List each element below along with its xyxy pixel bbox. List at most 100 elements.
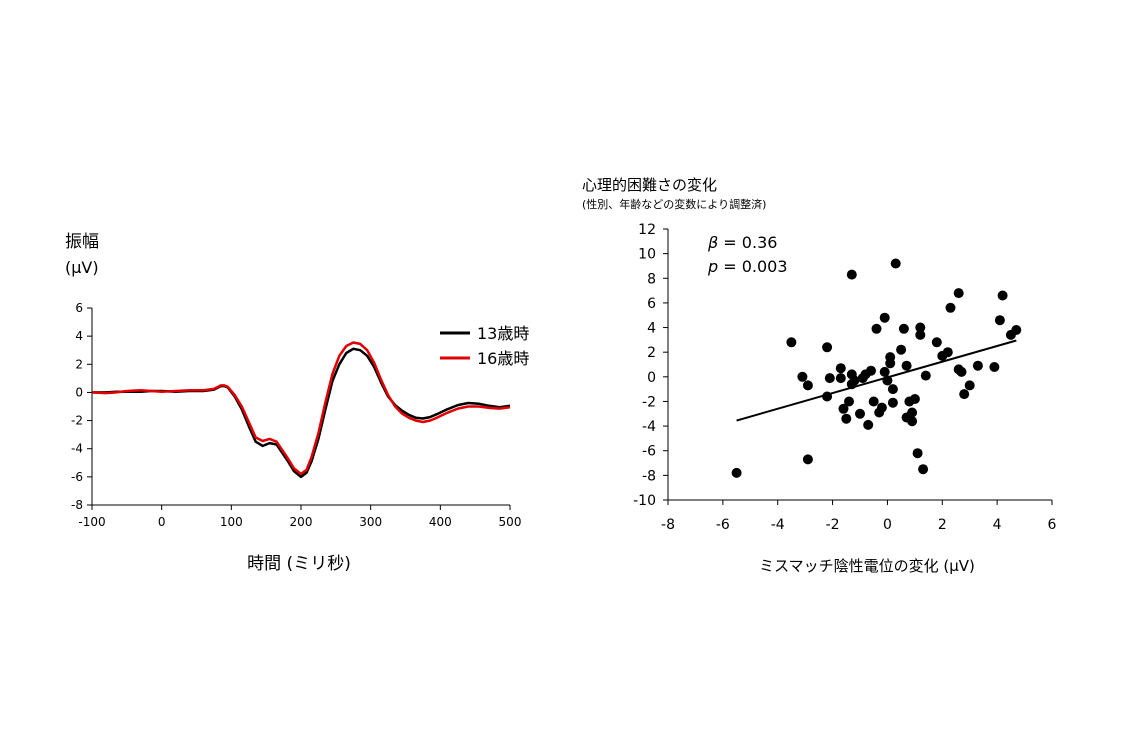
left-y-tick-label: 4 [75,329,83,343]
right-y-tick-label: 12 [638,222,656,238]
right-x-tick-label: -6 [716,517,730,533]
scatter-point [887,397,898,408]
scatter-point [945,302,956,313]
right-x-tick-label: 6 [1048,517,1057,533]
left-series-group [91,341,511,479]
left-x-tick-label: 0 [158,515,166,529]
right-x-tick-label: 2 [938,517,947,533]
scatter-point [835,373,846,384]
left-x-tick-label: 300 [359,515,382,529]
scatter-point [918,464,929,475]
scatter-point [972,360,983,371]
legend-label: 16歳時 [477,349,529,368]
scatter-point [841,413,852,424]
scatter-point [942,347,953,358]
scatter-point [912,448,923,459]
scatter-point [849,375,860,386]
scatter-point [846,269,857,280]
scatter-point [959,389,970,400]
scatter-point [989,362,1000,372]
regression-line [736,339,1017,422]
scatter-point [997,290,1008,301]
scatter-point [882,375,893,386]
right-xlabel: ミスマッチ陰性電位の変化 (μV) [759,557,975,575]
left-y-tick-label: 2 [75,357,83,371]
scatter-point [890,258,901,269]
scatter-point [915,322,926,333]
scatter-point [920,370,931,381]
scatter-point [907,407,918,418]
scatter-point [868,396,879,407]
right-title: 心理的困難さの変化 [582,176,717,194]
left-y-tick-label: -8 [71,498,83,512]
annotation-p: p = 0.003 [707,257,788,276]
left-x-tick-label: 500 [499,515,522,529]
left-x-tick-label: 200 [290,515,313,529]
scatter-point [885,358,896,369]
left-legend: 13歳時 16歳時 [440,324,529,368]
scatter-point [822,342,833,353]
right-subtitle: (性別、年齢などの変数により調整済) [582,197,766,211]
scatter-point [953,364,964,375]
right-y-tick-label: -2 [642,394,656,410]
right-y-tick-label: 8 [647,271,656,287]
scatter-point [802,380,813,391]
right-y-tick-label: -8 [642,468,656,484]
p-value: = 0.003 [718,257,787,276]
scatter-points [731,258,1022,478]
beta-symbol: β [707,233,718,252]
scatter-point [994,315,1005,326]
left-y-tick-label: -6 [71,470,83,484]
right-axes: -10 -8 -6 -4 -2 0 2 4 6 8 10 12 -8 -6 -4 -2 0 2 4 6 [633,222,1056,533]
annotation-beta: β = 0.36 [707,233,777,252]
scatter-chart: 心理的困難さの変化 (性別、年齢などの変数により調整済) -10 -8 -6 -4 -2… [582,176,1057,575]
right-x-tick-label: -8 [661,517,675,533]
scatter-point [879,366,890,377]
left-y-tick-label: -2 [71,414,83,428]
left-axes: -8 -6 -4 -2 0 2 4 6 -100 0 100 200 300 400 500 [71,301,521,529]
legend-label: 13歳時 [477,324,529,343]
scatter-point [786,337,797,348]
left-y-tick-label: 6 [75,301,83,315]
scatter-point [964,380,975,391]
scatter-point [876,402,887,413]
scatter-point [901,360,912,371]
right-y-tick-label: -6 [642,444,656,460]
right-y-tick-label: 2 [647,345,656,361]
scatter-point [931,337,942,348]
left-ylabel: 振幅 [65,232,99,252]
left-xlabel: 時間 (ミリ秒) [247,554,351,574]
scatter-point [866,365,876,376]
scatter-point [863,419,874,430]
beta-value: = 0.36 [718,233,777,252]
right-x-tick-label: -2 [826,517,840,533]
left-y-tick-label: 0 [75,385,83,399]
left-y-tick-label: -4 [71,442,83,456]
scatter-point [898,323,909,334]
right-y-tick-label: 6 [647,296,656,312]
scatter-point [855,408,865,419]
left-x-tick-label: 400 [429,515,452,529]
right-x-tick-label: 4 [993,517,1002,533]
scatter-point [822,391,833,402]
right-y-tick-label: 4 [647,321,656,337]
scatter-point [871,323,882,334]
scatter-point [844,396,854,407]
scatter-point [953,288,964,299]
scatter-point [838,403,849,414]
erp-waveform-chart: 振幅 (μV) -8 -6 -4 -2 0 2 4 6 -100 0 100 200 300 400 500… [65,232,529,574]
scatter-point [896,344,907,355]
right-y-tick-label: 10 [638,247,656,263]
scatter-point [731,467,742,478]
scatter-point [909,394,920,404]
scatter-point [1011,325,1022,335]
left-x-tick-label: -100 [78,515,105,529]
left-x-tick-label: 100 [220,515,243,529]
right-x-tick-label: -4 [771,517,785,533]
scatter-point [797,371,808,382]
scatter-point [879,312,890,323]
scatter-point [835,363,846,374]
left-yunit: (μV) [65,258,99,277]
right-y-tick-label: 0 [647,370,656,386]
